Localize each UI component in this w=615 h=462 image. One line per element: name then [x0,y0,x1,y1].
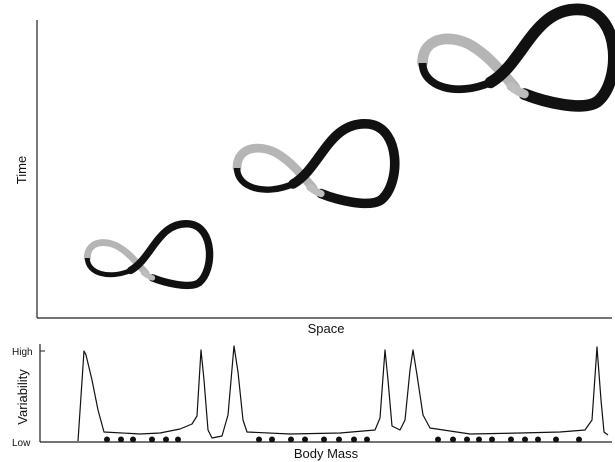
body-mass-dots [104,436,582,443]
dot [535,436,541,443]
dot [269,436,275,443]
dot [321,436,327,443]
dot [351,436,357,443]
dot [476,436,482,443]
dot [450,436,456,443]
large-loop [417,3,615,112]
dot [175,436,181,443]
dot [118,436,124,443]
small-loop [83,220,214,290]
dot [336,436,342,443]
dot [508,436,514,443]
dot [149,436,155,443]
bottom-x-axis-label: Body Mass [294,446,359,461]
top-y-axis-label: Time [14,156,29,184]
dot [302,436,308,443]
dot [435,436,441,443]
dot [130,436,136,443]
top-panel: Space Time [14,3,615,336]
dot [489,436,495,443]
dot [288,436,294,443]
top-x-axis-label: Space [308,321,345,336]
dot [553,436,559,443]
dot [522,436,528,443]
dot [163,436,169,443]
dot [464,436,470,443]
y-tick-low: Low [12,438,31,449]
dot [576,436,582,443]
y-tick-high: High [12,347,33,358]
dot [104,436,110,443]
dot [256,436,262,443]
medium-loop [232,119,400,209]
dot [364,436,370,443]
bottom-y-axis-label: Variability [15,369,30,425]
variability-curve [77,345,609,442]
bottom-panel: High Low Variability Body Mass [12,344,612,461]
